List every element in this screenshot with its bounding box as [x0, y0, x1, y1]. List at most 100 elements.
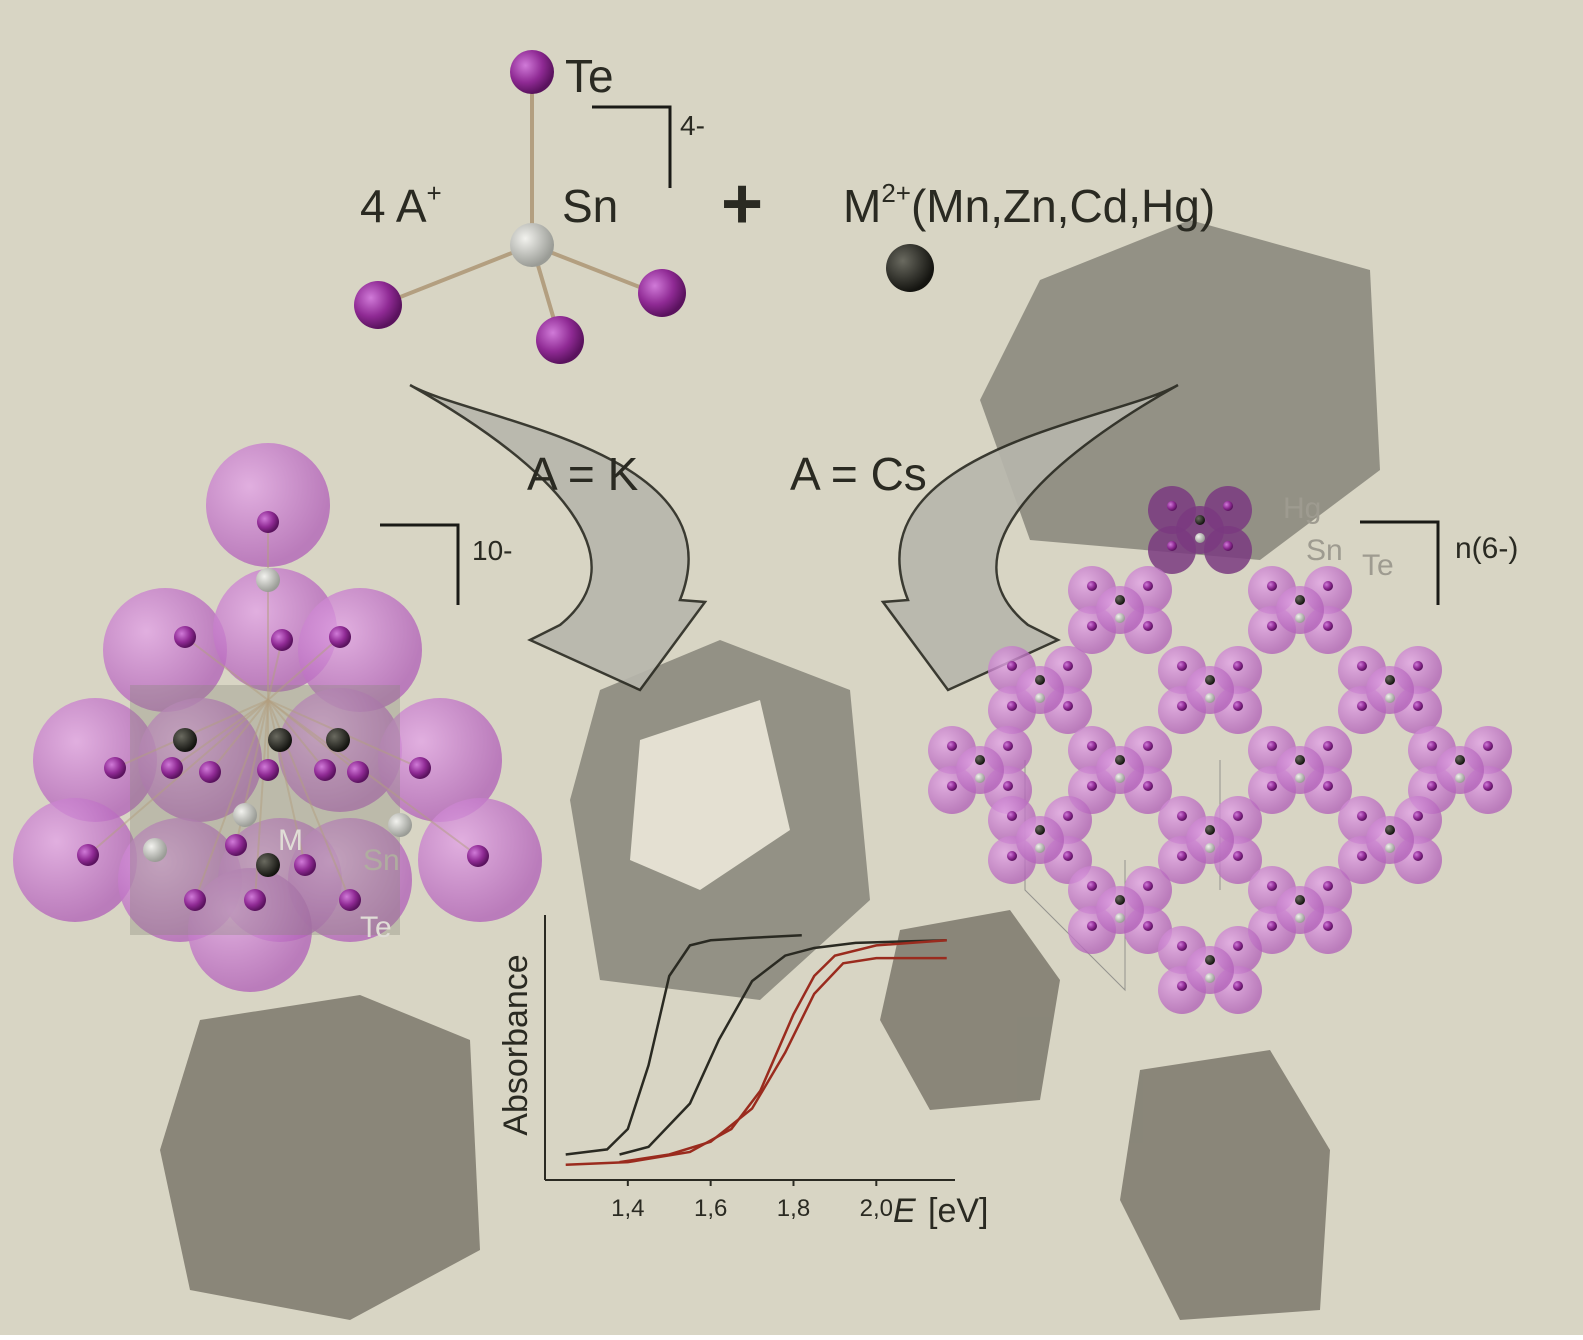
atom-te — [1413, 811, 1423, 821]
atom-m — [1455, 755, 1465, 765]
atom-te — [409, 757, 431, 779]
te-sphere — [1186, 816, 1234, 864]
atom-m — [1295, 595, 1305, 605]
atom-sn — [1295, 913, 1305, 923]
atom-te — [1063, 701, 1073, 711]
atom-te — [1357, 811, 1367, 821]
bond — [267, 636, 341, 701]
charge: 4- — [680, 110, 705, 141]
label: Te — [360, 911, 392, 944]
atom-te — [257, 759, 279, 781]
atom-te — [1143, 741, 1153, 751]
bond — [267, 699, 326, 771]
crystals — [160, 220, 1380, 1320]
label: Sn — [1306, 534, 1343, 567]
atom-te — [1087, 881, 1097, 891]
atom-sn — [1295, 773, 1305, 783]
atom-m — [1295, 895, 1305, 905]
atom-sn — [1205, 693, 1215, 703]
atom-te — [1357, 701, 1367, 711]
atom-m — [1115, 595, 1125, 605]
atom-te — [1233, 851, 1243, 861]
atom-te — [1003, 741, 1013, 751]
atom-te — [1063, 661, 1073, 671]
te-sphere — [1176, 506, 1224, 554]
te-sphere — [138, 698, 262, 822]
atom-te — [1267, 781, 1277, 791]
atom-te — [1177, 661, 1187, 671]
te-sphere — [206, 443, 330, 567]
atom-sn — [1035, 693, 1045, 703]
atom-sn — [975, 773, 985, 783]
atom-te — [1007, 851, 1017, 861]
atom-te — [1233, 981, 1243, 991]
bond — [267, 699, 479, 857]
label: 4 A — [360, 180, 427, 232]
atom-te — [1233, 811, 1243, 821]
atom-te — [1323, 741, 1333, 751]
atom-te — [1483, 741, 1493, 751]
atom-sn — [1205, 973, 1215, 983]
atom-te — [354, 281, 402, 329]
atom-te — [1007, 661, 1017, 671]
atom-sn — [1115, 913, 1125, 923]
atom-te — [1233, 941, 1243, 951]
atom-te — [1143, 621, 1153, 631]
atom-te — [314, 759, 336, 781]
lattice — [928, 486, 1512, 1014]
spectrum-chart: Absorbance E [eV] 1,4 1,6 1,8 2,0 — [497, 915, 988, 1230]
atom-te — [1323, 781, 1333, 791]
atom-te — [1007, 701, 1017, 711]
bond — [171, 699, 269, 769]
crystal — [980, 220, 1380, 560]
x-axis-label: E — [893, 1192, 916, 1230]
superscript: 2+ — [881, 178, 911, 208]
te-sphere — [956, 746, 1004, 794]
charge: n(6-) — [1455, 532, 1518, 565]
atom-m — [1205, 675, 1215, 685]
atom-m — [975, 755, 985, 765]
atom-te — [1223, 541, 1233, 551]
te-sphere — [298, 588, 422, 712]
label: (Mn,Zn,Cd,Hg) — [911, 180, 1215, 232]
label: Te — [1362, 549, 1394, 582]
te-sphere — [1366, 816, 1414, 864]
atom-te — [1167, 501, 1177, 511]
label: A = K — [527, 448, 639, 500]
atom-te — [347, 761, 369, 783]
label: M — [843, 180, 881, 232]
atom-te — [339, 889, 361, 911]
atom-m — [268, 728, 292, 752]
crystal — [160, 995, 480, 1320]
bracket — [380, 523, 460, 605]
atom-te — [1267, 921, 1277, 931]
atom-m — [1035, 675, 1045, 685]
x-tick-label: 1,4 — [611, 1195, 644, 1222]
atom-te — [1323, 881, 1333, 891]
te-sphere — [1436, 746, 1484, 794]
atom-sn — [143, 838, 167, 862]
crystal-face — [630, 700, 790, 890]
atom-te — [294, 854, 316, 876]
te-sphere — [1276, 586, 1324, 634]
label: Hg — [1283, 492, 1321, 525]
atom-sn — [1205, 843, 1215, 853]
atom-te — [1427, 741, 1437, 751]
atom-sn — [1385, 693, 1395, 703]
bond — [267, 699, 306, 866]
atom-te — [104, 757, 126, 779]
atom-te — [1087, 621, 1097, 631]
atom-te — [1177, 811, 1187, 821]
atom-te — [184, 889, 206, 911]
te-sphere — [1016, 666, 1064, 714]
atom-te — [1267, 581, 1277, 591]
atom-sn — [1295, 613, 1305, 623]
atom-te — [1143, 781, 1153, 791]
label: 4 A+ — [360, 178, 442, 232]
te-sphere — [1276, 886, 1324, 934]
atom-te — [1177, 851, 1187, 861]
te-sphere — [1186, 666, 1234, 714]
atom-te — [467, 845, 489, 867]
atom-te — [1233, 661, 1243, 671]
